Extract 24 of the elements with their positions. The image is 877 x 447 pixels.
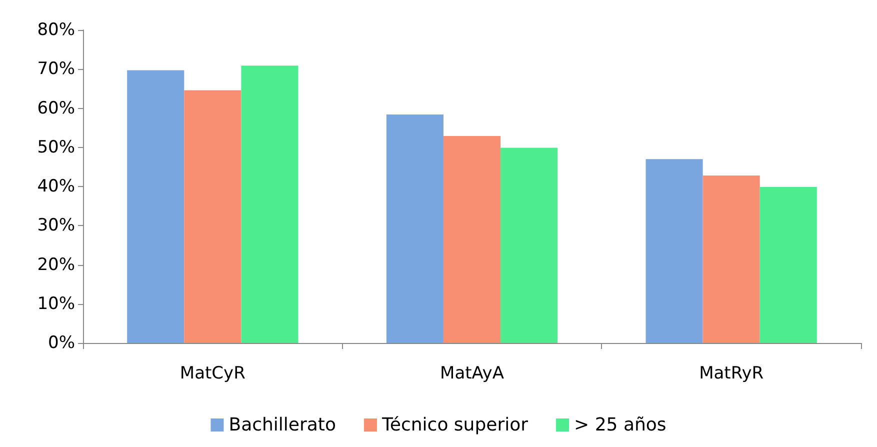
- y-tick-label: 20%: [37, 254, 75, 275]
- bar: [241, 66, 298, 343]
- bar: [646, 159, 703, 343]
- legend-label: Bachillerato: [228, 414, 336, 436]
- y-tick-label: 10%: [37, 294, 75, 314]
- legend-label: > 25 años: [574, 414, 666, 436]
- y-tick-label: 40%: [37, 176, 75, 196]
- x-tick-label: MatCyR: [180, 364, 246, 384]
- y-tick-label: 50%: [37, 137, 75, 158]
- bar: [386, 114, 444, 343]
- y-tick-label: 60%: [37, 98, 75, 118]
- y-tick-label: 70%: [37, 59, 75, 80]
- bar: [760, 186, 817, 343]
- bar: [702, 176, 760, 343]
- bar: [127, 70, 184, 343]
- bar: [500, 148, 558, 343]
- bar: [443, 136, 501, 343]
- y-tick-label: 30%: [37, 216, 75, 236]
- y-tick-label: 0%: [48, 333, 75, 353]
- x-tick-label: MatAyA: [440, 364, 504, 384]
- legend-label: Técnico superior: [380, 414, 529, 436]
- x-tick-label: MatRyR: [699, 364, 764, 384]
- y-tick-label: 80%: [37, 20, 75, 40]
- bar: [184, 90, 242, 343]
